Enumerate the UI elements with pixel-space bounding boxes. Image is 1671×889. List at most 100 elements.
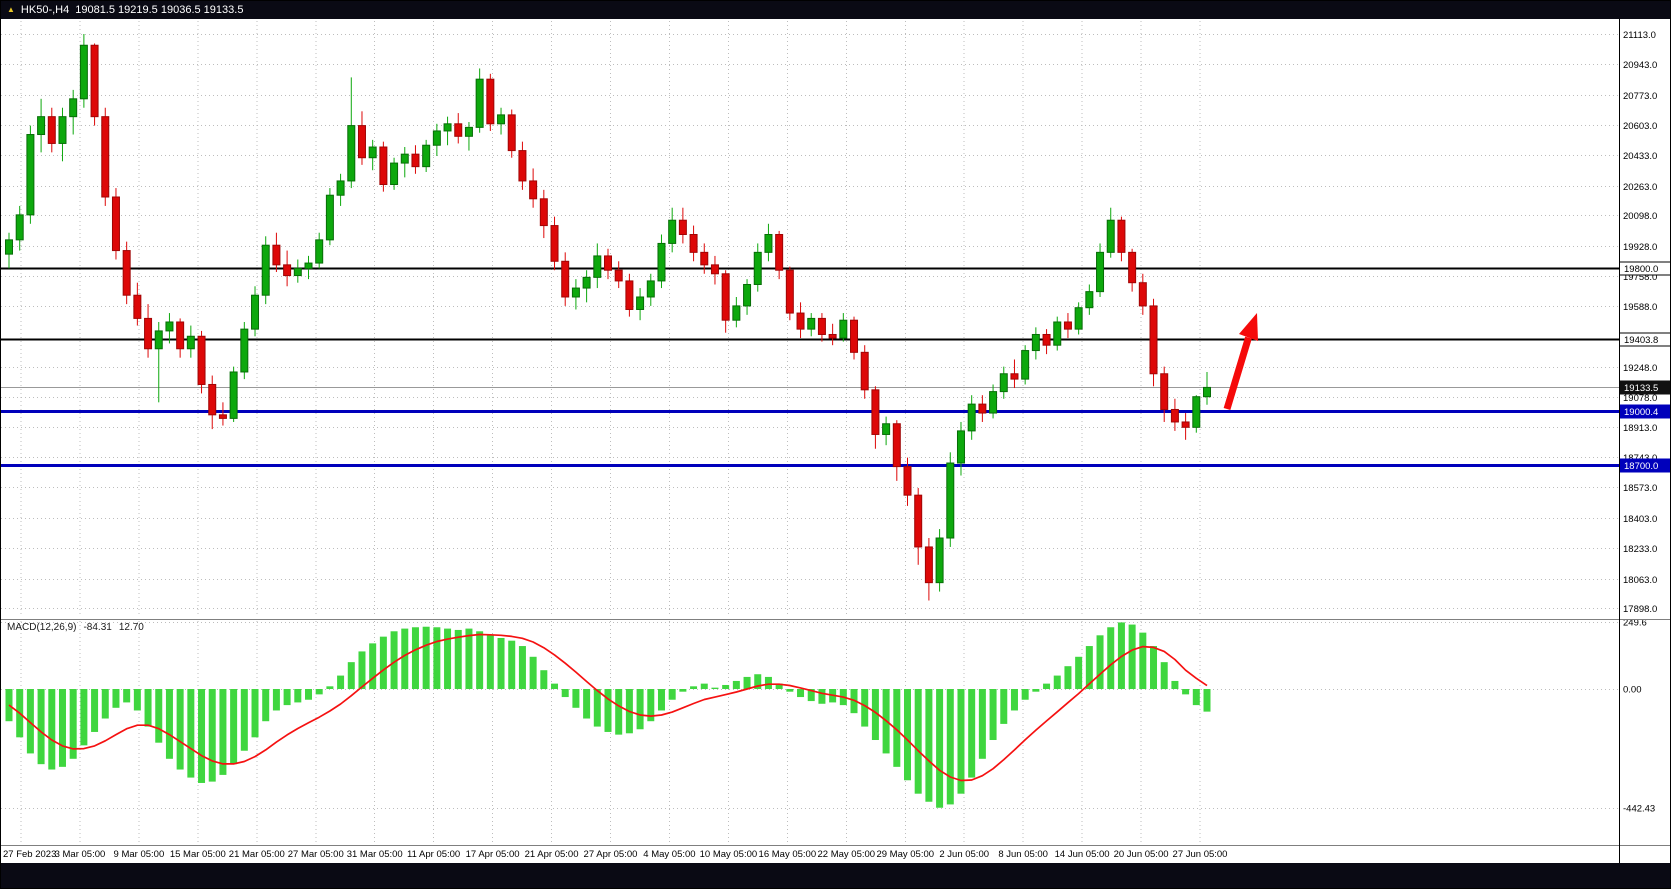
candle-body <box>144 317 153 350</box>
price-tick-label: 20603.0 <box>1623 121 1657 132</box>
macd-bar <box>26 689 34 754</box>
macd-bar <box>101 689 109 719</box>
price-chart-canvas[interactable]: 21113.0 20943.0 20773.0 20603.0 20433.0 20263… <box>1 19 1671 889</box>
macd-bar <box>272 689 280 711</box>
candle-body <box>26 134 35 216</box>
price-tick-label: 19588.0 <box>1623 302 1657 313</box>
macd-bar <box>358 651 366 689</box>
macd-bar <box>422 626 430 689</box>
candle-body <box>625 280 634 310</box>
candle-body <box>678 219 687 235</box>
macd-bar <box>647 689 655 722</box>
candle-body <box>1203 386 1211 398</box>
macd-bar <box>476 631 484 689</box>
arrow-annotation[interactable] <box>1223 313 1258 411</box>
macd-bar <box>444 628 452 689</box>
macd-bar <box>668 689 676 700</box>
candle-body <box>732 305 741 321</box>
macd-bar <box>1139 632 1147 689</box>
price-tick-label: 17898.0 <box>1623 604 1657 615</box>
macd-bar <box>561 689 569 698</box>
candle-body <box>518 150 527 182</box>
macd-bar <box>240 689 248 751</box>
macd-bar <box>230 689 238 765</box>
candle-body <box>336 180 345 196</box>
macd-value: -84.31 <box>83 622 112 633</box>
candle-body <box>390 162 399 186</box>
time-tick-label: 11 Apr 05:00 <box>407 849 460 860</box>
candle-body <box>689 233 698 253</box>
candle-body <box>475 78 484 128</box>
candle-body <box>582 276 591 289</box>
candle-body <box>764 233 773 253</box>
macd-bar <box>1160 662 1168 689</box>
candle-body <box>785 269 794 314</box>
macd-bar <box>871 689 879 741</box>
macd-bar <box>411 627 419 689</box>
time-tick-label: 27 Feb 2023 <box>3 849 56 860</box>
time-tick-label: 10 May 05:00 <box>700 849 758 860</box>
time-tick-label: 17 Apr 05:00 <box>466 849 520 860</box>
grid-layer <box>1 21 1619 844</box>
macd-bar <box>155 689 163 743</box>
time-tick-label: 4 May 05:00 <box>643 849 695 860</box>
macd-bar <box>518 646 526 689</box>
candle-body <box>1181 421 1190 428</box>
candle-body <box>411 153 420 168</box>
price-tick-label: 19928.0 <box>1623 242 1657 253</box>
candle-body <box>721 273 730 321</box>
time-tick-label: 21 Mar 05:00 <box>229 849 285 860</box>
candle-body <box>15 214 24 241</box>
candle-body <box>507 114 516 152</box>
candle-body <box>1149 305 1158 375</box>
candle-body <box>176 321 185 350</box>
candle-body <box>454 123 463 137</box>
macd-bar <box>764 676 772 689</box>
candle-body <box>443 123 452 132</box>
macd-bar <box>497 637 505 689</box>
candle-body <box>154 330 163 350</box>
macd-name: MACD(12,26,9) <box>7 622 77 633</box>
candle-body <box>37 116 46 136</box>
level-badge-label: 19403.8 <box>1624 335 1658 346</box>
macd-bar <box>957 689 965 794</box>
macd-bar <box>123 689 131 703</box>
macd-bar <box>529 656 537 689</box>
macd-bar <box>1085 646 1093 689</box>
candle-body <box>1031 333 1040 352</box>
macd-bar <box>187 689 195 778</box>
candle-body <box>304 262 313 269</box>
candle-body <box>122 250 131 296</box>
macd-bar <box>572 689 580 708</box>
macd-bar <box>283 689 291 706</box>
time-tick-label: 3 Mar 05:00 <box>55 849 106 860</box>
candle-body <box>1074 307 1083 330</box>
price-axis: 21113.0 20943.0 20773.0 20603.0 20433.0 20263… <box>1619 30 1670 815</box>
price-tick-label: 20943.0 <box>1623 60 1657 71</box>
macd-bar <box>251 689 259 738</box>
macd-bar <box>636 689 644 730</box>
macd-bar <box>112 689 120 708</box>
time-tick-label: 16 May 05:00 <box>759 849 817 860</box>
candle-body <box>646 280 655 298</box>
macd-bar <box>1192 689 1200 706</box>
macd-bar <box>508 640 516 689</box>
candle-body <box>614 269 623 282</box>
macd-bar <box>551 683 559 689</box>
price-tick-label: 19078.0 <box>1623 393 1657 404</box>
macd-bar <box>1064 666 1072 689</box>
macd-bar <box>711 687 719 689</box>
candle-body <box>251 294 260 330</box>
candle-body <box>753 251 762 285</box>
candle-body <box>807 317 816 330</box>
macd-bar <box>1053 675 1061 689</box>
macd-bar <box>1128 624 1136 689</box>
macd-bar <box>700 683 708 689</box>
candle-body <box>1160 373 1169 410</box>
macd-bar <box>69 689 77 759</box>
level-badge-label: 19000.4 <box>1624 407 1658 418</box>
candle-body <box>486 78 495 125</box>
macd-signal-line <box>8 633 1208 782</box>
candle-body <box>90 44 99 118</box>
macd-indicator-label: MACD(12,26,9) -84.31 12.70 <box>7 622 144 633</box>
